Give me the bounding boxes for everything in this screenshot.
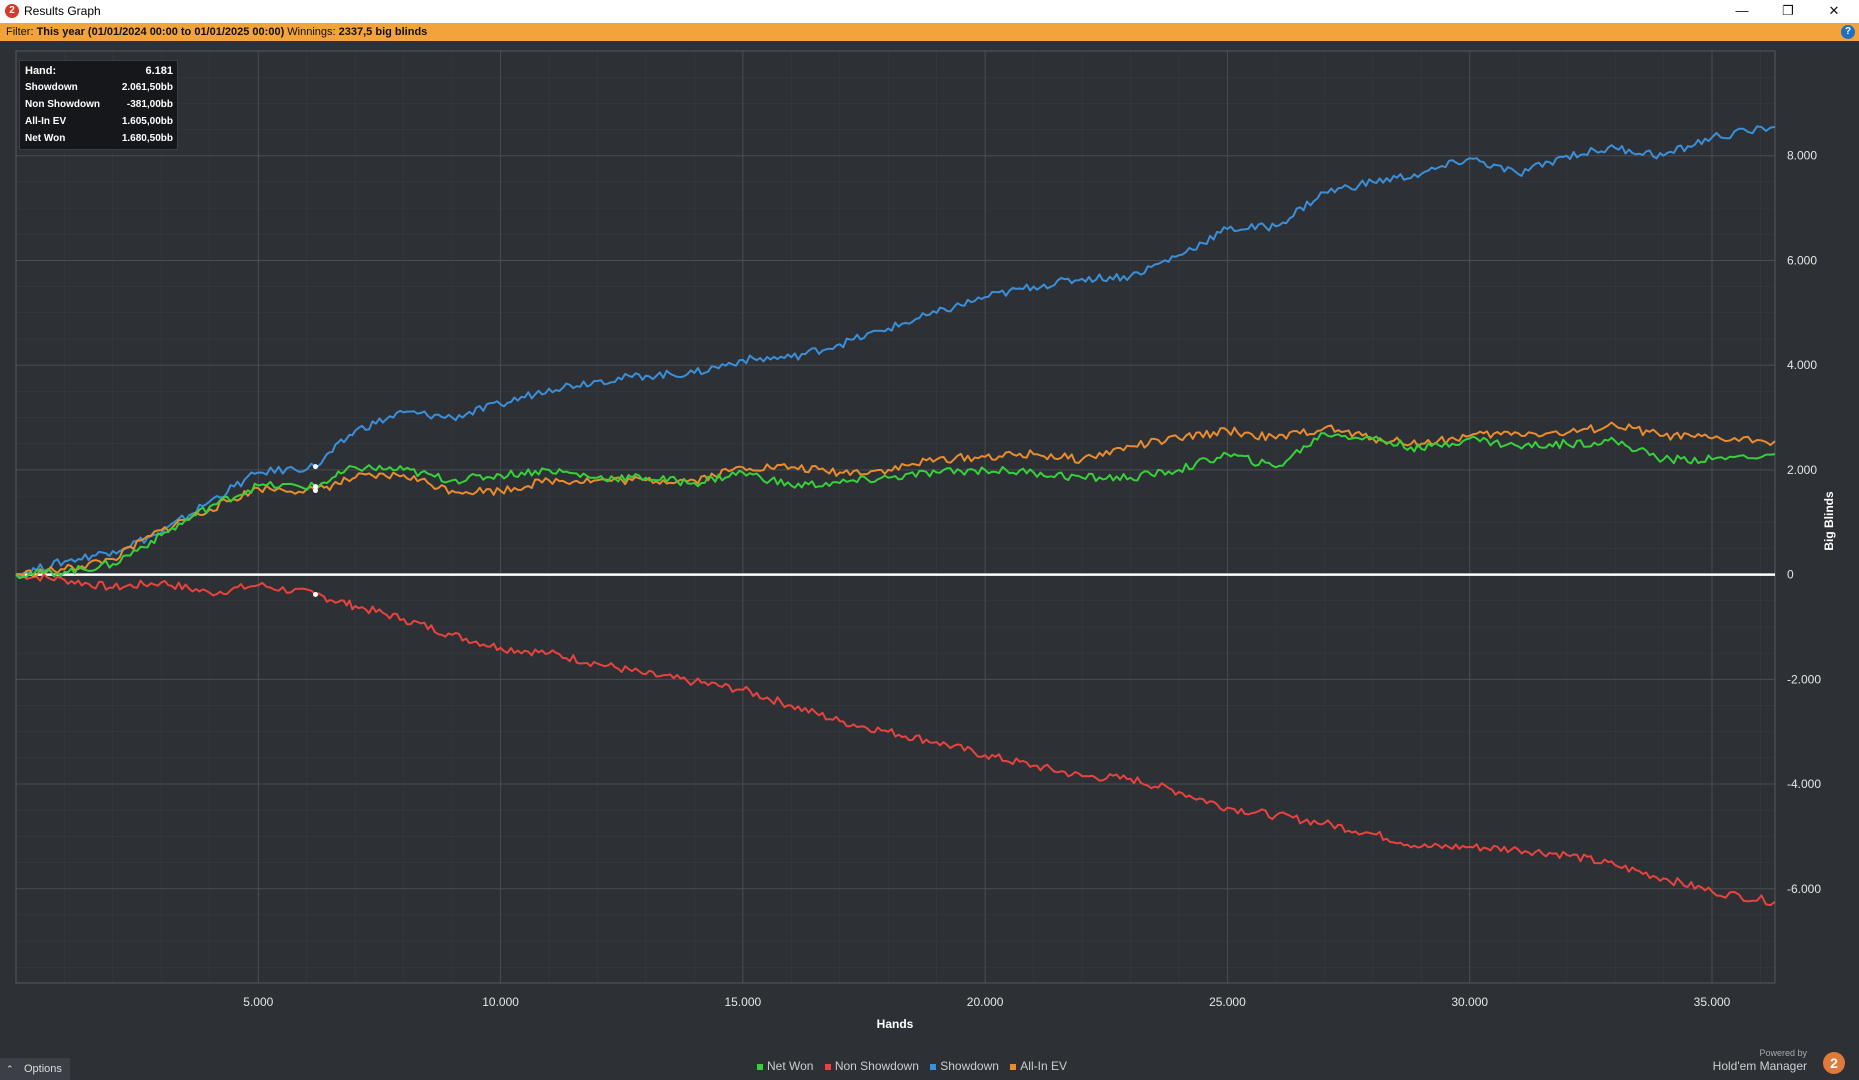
series-line-non-showdown	[15, 573, 1776, 907]
chart-legend: Net Won Non Showdown Showdown All-In EV	[757, 1059, 1075, 1077]
tooltip-label: Hand:	[25, 65, 57, 77]
series-line-net-won	[15, 432, 1776, 580]
y-tick-label: 8.000	[1787, 149, 1817, 163]
winnings-label: Winnings:	[287, 26, 336, 38]
hover-point	[313, 488, 319, 494]
chart-grid	[15, 50, 1776, 984]
legend-swatch	[757, 1063, 763, 1070]
tooltip-label: Showdown	[25, 82, 78, 93]
tooltip-row-non-showdown: Non Showdown -381,00bb	[25, 99, 173, 113]
x-tick-label: 20.000	[967, 995, 1004, 1009]
hover-point	[313, 484, 319, 490]
chart-series-lines	[15, 125, 1776, 907]
y-tick-label: -2.000	[1787, 672, 1821, 686]
filter-label: Filter:	[6, 26, 34, 38]
tooltip-value: 1.680,50bb	[121, 133, 173, 144]
legend-label: Showdown	[940, 1059, 999, 1073]
x-tick-label: 10.000	[482, 995, 519, 1009]
help-icon[interactable]: ?	[1841, 25, 1855, 39]
close-button[interactable]: ✕	[1828, 3, 1840, 18]
tooltip-value: 2.061,50bb	[121, 82, 173, 93]
y-tick-label: 0	[1787, 568, 1794, 582]
tooltip-value: 6.181	[145, 65, 173, 77]
tooltip-row-showdown: Showdown 2.061,50bb	[25, 82, 173, 96]
hm-logo-icon: 2	[1823, 1052, 1845, 1074]
powered-by-branding: Powered by Hold'em Manager	[1713, 1048, 1807, 1074]
x-tick-label: 15.000	[725, 995, 762, 1009]
plot-border	[15, 50, 1776, 984]
restore-button[interactable]: ❐	[1782, 3, 1794, 18]
tooltip-label: Net Won	[25, 133, 66, 144]
x-tick-label: 5.000	[243, 995, 273, 1009]
options-label: Options	[24, 1063, 62, 1075]
legend-item-net-won[interactable]: Net Won	[757, 1059, 813, 1073]
x-tick-label: 35.000	[1694, 995, 1731, 1009]
powered-by-label: Powered by	[1759, 1048, 1807, 1058]
legend-label: Net Won	[767, 1059, 814, 1073]
legend-item-showdown[interactable]: Showdown	[930, 1059, 999, 1073]
legend-item-all-in-ev[interactable]: All-In EV	[1010, 1059, 1067, 1073]
hover-tooltip: Hand: 6.181 Showdown 2.061,50bb Non Show…	[19, 60, 178, 150]
y-tick-label: -4.000	[1787, 777, 1821, 791]
chevron-up-icon: ⌃	[6, 1064, 14, 1074]
legend-swatch	[1010, 1063, 1017, 1070]
series-line-all-in-ev	[15, 421, 1776, 578]
title-bar: 2 Results Graph — ❐ ✕	[0, 0, 1859, 23]
legend-label: Non Showdown	[834, 1059, 919, 1073]
tooltip-value: 1.605,00bb	[121, 116, 173, 127]
x-axis-ticks: 5.000 10.000 15.000 20.000 25.000 30.000 35.00…	[243, 995, 1730, 1009]
legend-label: All-In EV	[1020, 1059, 1067, 1073]
series-line-showdown	[15, 125, 1776, 579]
product-name: Hold'em Manager	[1712, 1059, 1807, 1073]
results-graph-chart[interactable]: 5.000 10.000 15.000 20.000 25.000 30.000 35.00…	[0, 41, 1859, 1058]
legend-item-non-showdown[interactable]: Non Showdown	[824, 1059, 919, 1073]
minimize-button[interactable]: —	[1735, 3, 1749, 18]
legend-swatch	[824, 1063, 831, 1070]
hover-point	[313, 464, 319, 470]
tooltip-row-all-in-ev: All-In EV 1.605,00bb	[25, 116, 173, 130]
y-tick-label: 2.000	[1787, 463, 1817, 477]
options-button[interactable]: ⌃ Options	[0, 1058, 70, 1080]
tooltip-value: -381,00bb	[126, 99, 173, 110]
app-logo-icon: 2	[5, 4, 19, 18]
filter-value: This year (01/01/2024 00:00 to 01/01/202…	[36, 26, 285, 38]
filter-bar[interactable]: Filter: This year (01/01/2024 00:00 to 0…	[0, 23, 1859, 41]
x-axis-label: Hands	[877, 1017, 914, 1031]
x-tick-label: 30.000	[1451, 995, 1488, 1009]
tooltip-label: Non Showdown	[25, 99, 100, 110]
window-title: Results Graph	[24, 4, 101, 18]
winnings-value: 2337,5 big blinds	[338, 26, 428, 38]
tooltip-label: All-In EV	[25, 116, 67, 127]
y-axis-label: Big Blinds	[1822, 491, 1836, 551]
y-tick-label: 6.000	[1787, 253, 1817, 267]
legend-swatch	[930, 1063, 937, 1070]
tooltip-row-net-won: Net Won 1.680,50bb	[25, 133, 173, 147]
x-tick-label: 25.000	[1209, 995, 1246, 1009]
y-tick-label: -6.000	[1787, 882, 1821, 896]
tooltip-row-hand: Hand: 6.181	[25, 65, 173, 79]
hover-point	[313, 592, 319, 598]
y-axis-ticks: 8.000 6.000 4.000 2.000 0 -2.000 -4.000 -6.000	[1787, 149, 1821, 896]
y-tick-label: 4.000	[1787, 358, 1817, 372]
